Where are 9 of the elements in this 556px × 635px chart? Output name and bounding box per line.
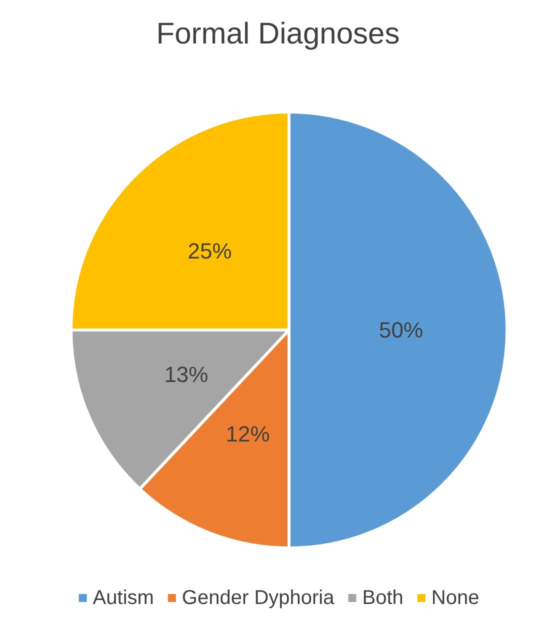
legend-label: Both [362,587,404,609]
data-label: 13% [164,362,208,387]
data-label: 12% [226,422,270,447]
legend-label: Gender Dyphoria [182,587,336,609]
legend-label: Autism [92,587,154,609]
data-label: 50% [378,318,424,342]
data-label: 25% [188,238,232,264]
chart-title: Formal Diagnoses [156,18,400,50]
legend-label: None [431,587,480,609]
